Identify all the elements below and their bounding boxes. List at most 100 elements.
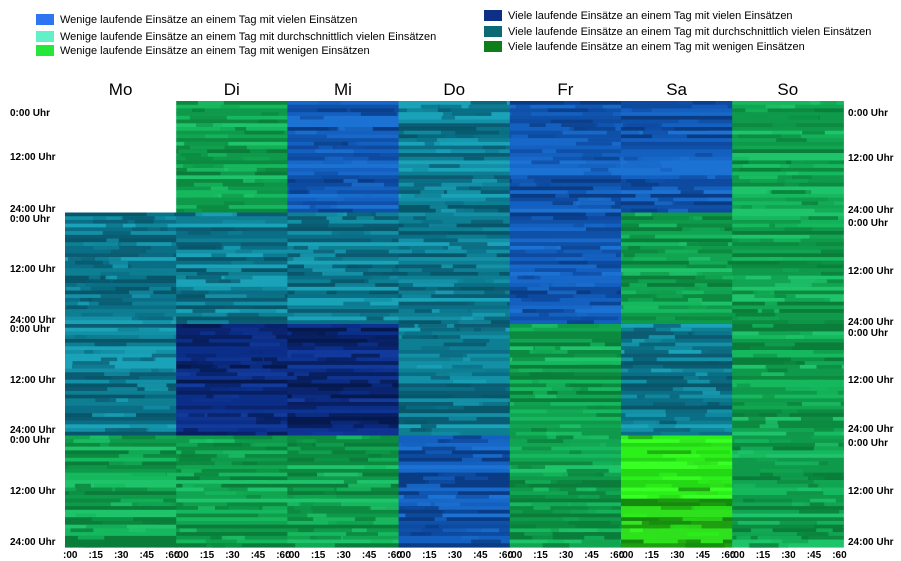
heatmap-stripe: [398, 517, 511, 522]
heatmap-texture: [552, 156, 594, 162]
heatmap-texture: [128, 539, 156, 544]
heatmap-texture: [70, 528, 94, 533]
heatmap-texture: [371, 506, 399, 511]
heatmap-stripe: [398, 123, 511, 128]
heatmap-stripe: [176, 532, 288, 537]
heatmap-stripe: [621, 439, 733, 444]
heatmap-stripe: [509, 112, 622, 117]
heatmap-texture: [337, 193, 373, 199]
heatmap-texture: [375, 517, 399, 522]
heatmap-texture: [409, 245, 443, 251]
heatmap-texture: [736, 535, 751, 541]
x-tick-label: :15: [89, 550, 104, 561]
heatmap-texture: [748, 361, 784, 366]
heatmap-texture: [365, 193, 399, 199]
heatmap-stripe: [509, 301, 622, 307]
heatmap-stripe: [176, 520, 288, 526]
heatmap-texture: [105, 223, 123, 228]
heatmap-texture: [293, 245, 309, 251]
heatmap-texture: [93, 216, 107, 221]
heatmap-stripe: [287, 245, 400, 251]
heatmap-texture: [747, 253, 764, 258]
heatmap-stripe: [621, 376, 733, 381]
heatmap-texture: [72, 364, 115, 370]
heatmap-stripe: [732, 446, 844, 451]
heatmap-texture: [800, 219, 844, 225]
heatmap-texture: [421, 219, 443, 225]
heatmap-texture: [191, 108, 205, 113]
heatmap-texture: [249, 524, 288, 530]
heatmap-stripe: [509, 327, 622, 333]
heatmap-stripe: [176, 420, 288, 425]
heatmap-texture: [249, 234, 288, 240]
heatmap-texture: [312, 268, 346, 273]
heatmap-texture: [151, 353, 177, 359]
time-label: 12:00 Uhr: [10, 264, 56, 275]
heatmap-stripe: [176, 320, 288, 325]
heatmap-stripe: [732, 416, 844, 422]
heatmap-texture: [682, 368, 724, 373]
heatmap-texture: [325, 297, 345, 303]
heatmap-texture: [534, 350, 553, 355]
heatmap-texture: [467, 301, 507, 307]
heatmap-texture: [446, 134, 480, 139]
heatmap-stripe: [398, 156, 511, 162]
heatmap-stripe: [509, 357, 622, 362]
heatmap-texture: [129, 528, 146, 533]
heatmap-stripe: [732, 231, 844, 236]
heatmap-stripe: [732, 513, 844, 518]
heatmap-texture: [707, 480, 722, 485]
heatmap-texture: [84, 350, 101, 355]
heatmap-texture: [624, 219, 637, 225]
heatmap-stripe: [287, 539, 400, 544]
heatmap-stripe: [621, 223, 733, 228]
heatmap-texture: [350, 108, 394, 113]
heatmap-texture: [407, 108, 438, 113]
heatmap-texture: [476, 127, 510, 132]
heatmap-stripe: [176, 528, 288, 533]
heatmap-texture: [180, 454, 217, 459]
heatmap-texture: [415, 234, 432, 240]
heatmap-texture: [442, 528, 482, 533]
heatmap-texture: [246, 257, 264, 262]
heatmap-texture: [653, 428, 691, 433]
heatmap-texture: [424, 186, 457, 191]
heatmap-stripe: [621, 491, 733, 496]
heatmap-texture: [184, 141, 229, 147]
x-tick-label: :00: [397, 550, 412, 561]
heatmap-texture: [806, 182, 819, 188]
heatmap-texture: [351, 528, 367, 533]
heatmap-stripe: [509, 364, 622, 370]
heatmap-texture: [242, 461, 257, 466]
heatmap-texture: [290, 164, 318, 169]
heatmap-texture: [346, 409, 361, 414]
heatmap-texture: [421, 290, 444, 295]
heatmap-texture: [709, 483, 725, 489]
heatmap-texture: [314, 171, 339, 176]
heatmap-texture: [131, 316, 150, 321]
heatmap-stripe: [287, 316, 400, 321]
heatmap-stripe: [732, 257, 844, 262]
heatmap-texture: [702, 390, 720, 396]
heatmap-stripe: [176, 364, 288, 370]
heatmap-texture: [570, 509, 596, 515]
heatmap-stripe: [287, 394, 400, 399]
heatmap-stripe: [398, 294, 511, 299]
heatmap-texture: [438, 472, 451, 477]
heatmap-texture: [365, 450, 390, 455]
heatmap-stripe: [621, 535, 733, 541]
heatmap-texture: [651, 368, 672, 373]
heatmap-texture: [84, 491, 102, 496]
heatmap-texture: [315, 212, 344, 217]
heatmap-texture: [294, 290, 327, 295]
heatmap-stripe: [509, 442, 622, 448]
heatmap-texture: [708, 197, 733, 202]
heatmap-texture: [318, 208, 353, 214]
heatmap-texture: [576, 361, 614, 366]
time-label: 12:00 Uhr: [10, 375, 56, 386]
heatmap-texture: [767, 368, 788, 373]
heatmap-texture: [430, 376, 450, 381]
heatmap-texture: [786, 431, 815, 437]
heatmap-stripe: [287, 361, 400, 366]
heatmap-texture: [569, 502, 588, 507]
